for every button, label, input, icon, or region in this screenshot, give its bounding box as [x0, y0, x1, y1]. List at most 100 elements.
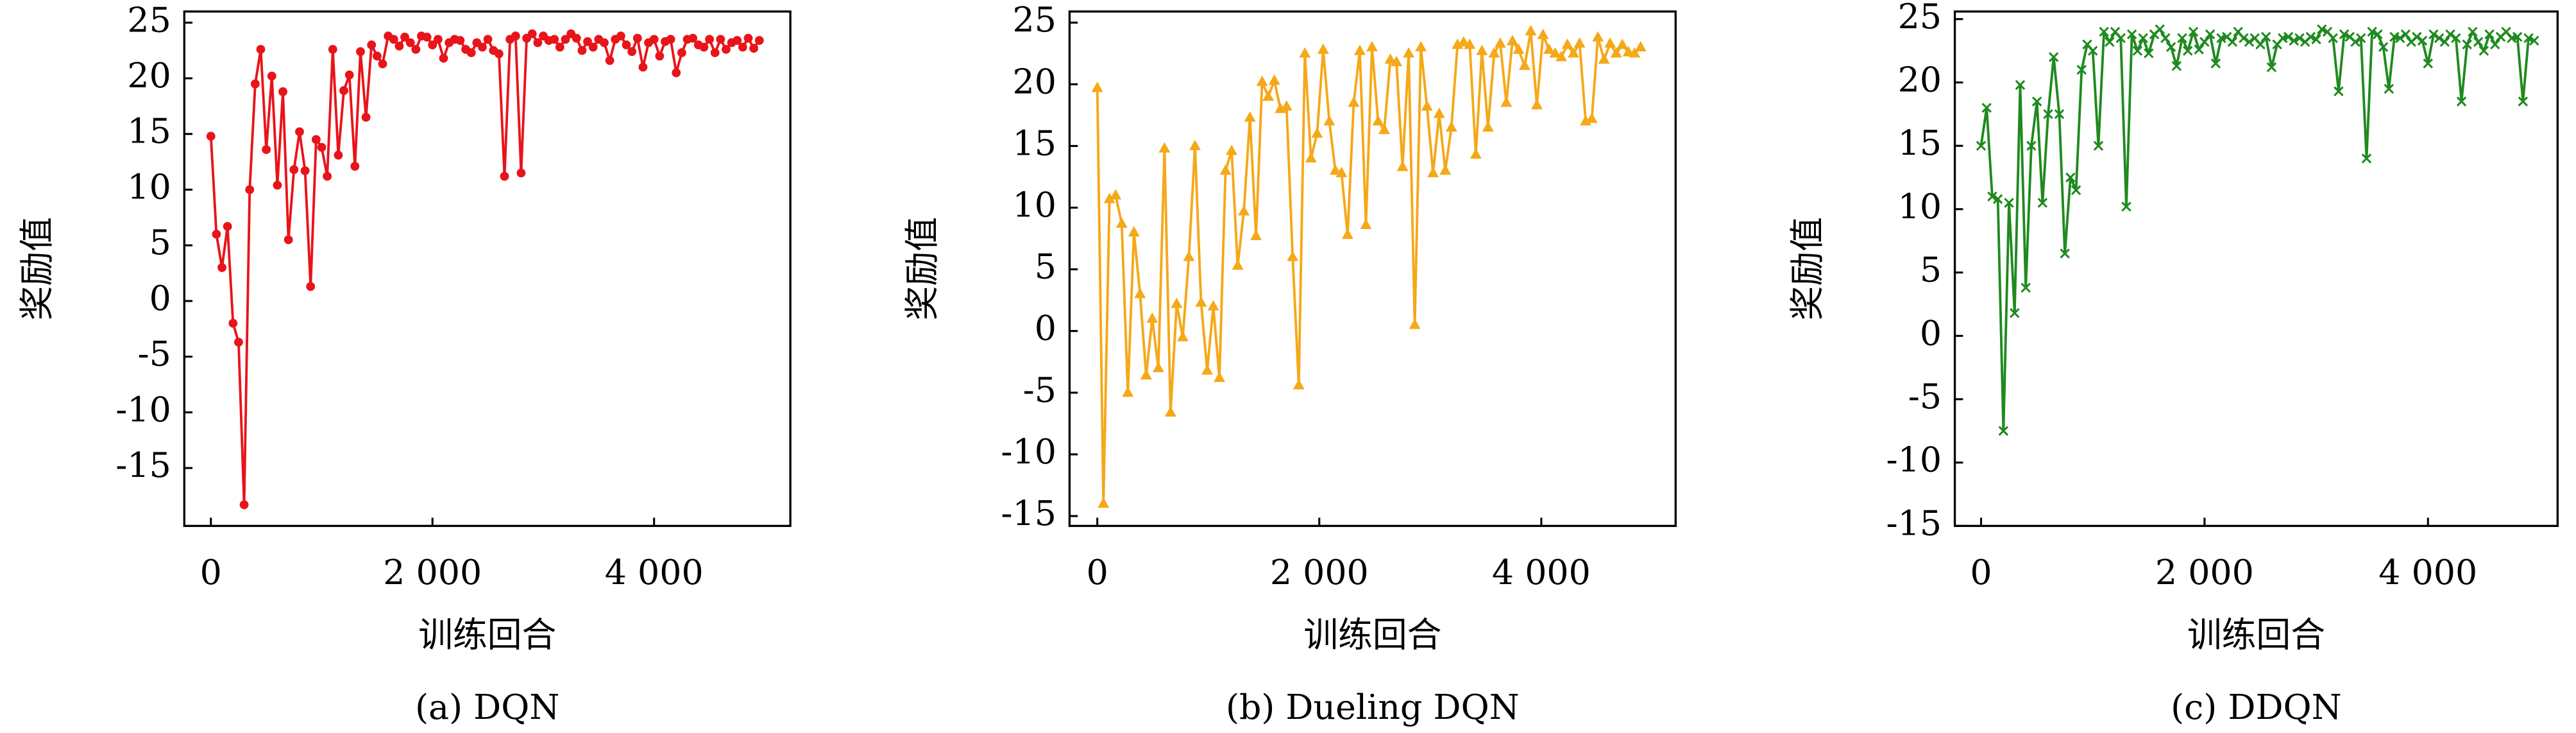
data-point — [1110, 189, 1122, 200]
data-point — [289, 165, 299, 175]
data-point — [716, 35, 725, 44]
data-point — [1287, 250, 1299, 261]
data-point — [2367, 26, 2377, 37]
data-point — [2378, 42, 2389, 52]
data-point — [2115, 33, 2126, 44]
data-point — [262, 145, 271, 154]
data-point — [655, 51, 665, 61]
data-point — [2043, 109, 2053, 119]
data-point — [1391, 55, 1403, 67]
y-tick-label: 20 — [1013, 61, 1056, 101]
data-point — [1530, 99, 1543, 110]
data-point — [1586, 112, 1598, 123]
data-point — [588, 42, 598, 52]
data-point — [2171, 61, 2182, 71]
x-tick-label: 4 000 — [605, 552, 704, 592]
data-point — [1427, 166, 1439, 178]
x-tick-label: 0 — [200, 552, 222, 592]
data-point — [1543, 43, 1555, 54]
data-point — [2334, 86, 2344, 97]
data-point — [2126, 29, 2137, 40]
y-tick-label: 5 — [1035, 246, 1056, 287]
data-point — [1360, 218, 1372, 229]
data-point — [2512, 31, 2523, 42]
data-point — [1537, 28, 1549, 39]
data-point — [2194, 44, 2204, 55]
data-point — [1268, 74, 1280, 85]
data-point — [2015, 80, 2026, 91]
data-point — [1518, 59, 1530, 70]
data-point — [2355, 33, 2366, 44]
data-point — [422, 32, 432, 42]
data-point — [2160, 33, 2171, 44]
data-point — [2266, 62, 2277, 73]
data-point — [361, 112, 371, 122]
data-point — [2400, 29, 2411, 40]
data-point — [2093, 141, 2104, 151]
data-point — [1981, 103, 1992, 113]
data-point — [688, 33, 698, 43]
x-tick-label: 2 000 — [2155, 552, 2254, 592]
data-point — [239, 500, 249, 510]
data-point — [2177, 33, 2187, 44]
y-tick-label: 25 — [1013, 0, 1056, 40]
data-point — [494, 49, 504, 58]
data-point — [1226, 144, 1238, 155]
data-point — [2361, 153, 2372, 164]
panel-caption: (a) DQN — [415, 687, 559, 727]
data-point — [2227, 37, 2238, 47]
y-tick-label: 0 — [149, 278, 171, 318]
data-point — [311, 135, 321, 144]
data-point — [273, 180, 282, 190]
data-point — [2138, 33, 2148, 44]
data-point — [705, 35, 714, 44]
data-point — [2048, 52, 2059, 62]
data-point — [1195, 296, 1207, 307]
data-point — [433, 35, 443, 44]
data-point — [439, 53, 448, 63]
y-tick-label: 5 — [1920, 250, 1942, 290]
panel: -15 -10 -5 0 5 10 15 20 25 0 2 000 4 000 训练回合 (b) Due… — [902, 0, 1677, 727]
data-point — [1494, 37, 1506, 48]
data-point — [1097, 497, 1110, 508]
data-point — [622, 40, 631, 49]
data-point — [627, 47, 637, 56]
data-point — [2523, 33, 2534, 44]
data-point — [389, 35, 398, 44]
x-axis-label: 训练回合 — [2187, 614, 2325, 655]
data-point — [1189, 139, 1201, 150]
y-tick-label: -10 — [115, 389, 171, 429]
data-point — [1207, 300, 1219, 311]
data-point — [278, 87, 287, 96]
data-point — [256, 45, 266, 54]
data-point — [1091, 82, 1103, 92]
data-point — [328, 45, 337, 54]
data-point — [2462, 39, 2472, 49]
panel-caption: (c) DDQN — [2171, 687, 2342, 727]
data-point — [284, 235, 293, 245]
data-point — [411, 45, 421, 54]
data-point — [1464, 39, 1476, 49]
data-point — [516, 168, 526, 178]
data-point — [2317, 24, 2327, 35]
data-point — [1476, 44, 1488, 55]
data-point — [2445, 29, 2455, 40]
data-point — [1439, 164, 1452, 175]
y-axis-label: 奖励值 — [902, 217, 942, 320]
data-point — [344, 70, 354, 80]
x-tick-label: 0 — [1970, 552, 1992, 592]
y-tick-label: 15 — [1898, 123, 1942, 163]
data-point — [2239, 33, 2249, 44]
data-point — [1409, 318, 1421, 329]
data-point — [394, 41, 404, 51]
data-point — [1335, 166, 1348, 178]
x-tick-label: 4 000 — [2378, 552, 2477, 592]
data-point — [2479, 46, 2489, 56]
y-tick-label: 10 — [1013, 185, 1056, 225]
data-point — [1201, 364, 1214, 375]
plot-frame — [1068, 10, 1677, 528]
data-point — [1348, 96, 1360, 107]
data-point — [350, 162, 360, 171]
